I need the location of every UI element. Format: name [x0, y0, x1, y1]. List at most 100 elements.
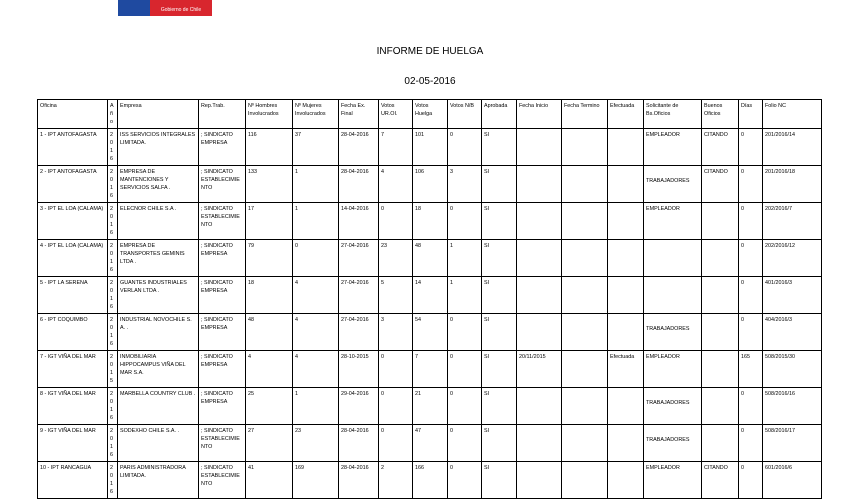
cell-text: 0 — [450, 465, 453, 471]
table-cell: 23 — [292, 424, 339, 462]
report-title: INFORME DE HUELGA — [376, 46, 484, 57]
cell-text: 1 - IPT ANTOFAGASTA — [40, 132, 97, 138]
cell-text: 0 — [381, 206, 384, 212]
cell-text: SI — [484, 206, 490, 212]
cell-text: 6 - IPT COQUIMBO — [40, 317, 88, 323]
table-cell: 2016 — [107, 165, 118, 203]
cell-text: CITANDO — [704, 465, 728, 471]
cell-text: 29-04-2016 — [341, 391, 369, 397]
cell-text: SI — [484, 317, 490, 323]
table-cell — [607, 276, 644, 314]
cell-text: 201/2016/14 — [765, 132, 795, 138]
table-cell — [516, 165, 562, 203]
table-cell: 3 - IPT EL LOA (CALAMA) — [37, 202, 108, 240]
cell-text: 8 - IGT VIÑA DEL MAR — [40, 391, 96, 397]
cell-text: 18 — [248, 280, 254, 286]
cell-text: 27-04-2016 — [341, 280, 369, 286]
cell-text: 4 — [381, 169, 384, 175]
cell-text: 0 — [450, 428, 453, 434]
cell-text: SI — [484, 169, 490, 175]
cell-text: 133 — [248, 169, 257, 175]
table-cell: ; SINDICATO ESTABLECIMIENTO — [198, 461, 246, 499]
report-date: 02-05-2016 — [404, 76, 456, 87]
table-cell: 201/2016/18 — [762, 165, 822, 203]
cell-text: 79 — [248, 243, 254, 249]
table-cell — [701, 202, 739, 240]
table-cell: 2016 — [107, 313, 118, 351]
cell-text: 0 — [741, 428, 744, 434]
cell-text: 54 — [415, 317, 421, 323]
cell-text: ELECNOR CHILE S.A . — [120, 206, 177, 212]
table-cell: 601/2016/6 — [762, 461, 822, 499]
table-cell: 41 — [245, 461, 293, 499]
table-cell: 5 — [378, 276, 413, 314]
table-cell: 3 — [447, 165, 482, 203]
table-cell: 0 — [738, 128, 763, 166]
table-cell: CITANDO — [701, 461, 739, 499]
table-cell: 0 — [447, 313, 482, 351]
table-cell: 21 — [412, 387, 448, 425]
cell-text: INMOBILIARIA HIPPOCAMPUS VIÑA DEL MAR S.… — [120, 354, 186, 376]
table-cell: 0 — [378, 424, 413, 462]
table-cell: 6 - IPT COQUIMBO — [37, 313, 108, 351]
table-cell: MARBELLA COUNTRY CLUB . — [117, 387, 199, 425]
cell-text: SI — [484, 465, 490, 471]
table-cell: SI — [481, 239, 517, 277]
column-header: Efectuada — [607, 99, 644, 129]
cell-text: 1 — [295, 206, 298, 212]
cell-text: 1 — [295, 169, 298, 175]
column-header: Nº Mujeres Involucrados — [292, 99, 339, 129]
table-cell: 404/2016/3 — [762, 313, 822, 351]
table-cell: 169 — [292, 461, 339, 499]
cell-text: 201/2016/18 — [765, 169, 795, 175]
table-cell — [701, 239, 739, 277]
table-cell: 1 — [292, 387, 339, 425]
cell-text: 3 - IPT EL LOA (CALAMA) — [40, 206, 104, 212]
table-cell: 2016 — [107, 461, 118, 499]
table-cell: EMPRESA DE MANTENCIONES Y SERVICIOS SALF… — [117, 165, 199, 203]
cell-text: 27-04-2016 — [341, 243, 369, 249]
table-cell: 0 — [738, 239, 763, 277]
table-cell — [561, 313, 608, 351]
column-header: Empresa — [117, 99, 199, 129]
table-cell: 133 — [245, 165, 293, 203]
table-cell: TRABAJADORES — [643, 424, 702, 462]
column-header: Votos Huelga — [412, 99, 448, 129]
cell-text: 48 — [415, 243, 421, 249]
table-row: 2 - IPT ANTOFAGASTA 2016 EMPRESA DE MANTEN… — [37, 165, 822, 203]
table-row: 7 - IGT VIÑA DEL MAR 2015 INMOBILIARIA HIP… — [37, 350, 822, 388]
cell-text: 1 — [450, 280, 453, 286]
table-cell: 1 — [447, 239, 482, 277]
column-header: Fecha Ex. Final — [338, 99, 379, 129]
table-cell: 0 — [378, 387, 413, 425]
table-cell: 2015 — [107, 350, 118, 388]
cell-text: 0 — [295, 243, 298, 249]
table-cell: SI — [481, 202, 517, 240]
cell-text: ; SINDICATO EMPRESA — [201, 391, 233, 405]
table-cell: 0 — [738, 424, 763, 462]
table-cell: 1 — [447, 276, 482, 314]
table-cell — [561, 128, 608, 166]
table-cell: SI — [481, 165, 517, 203]
table-cell: EMPLEADOR — [643, 202, 702, 240]
table-cell: EMPLEADOR — [643, 461, 702, 499]
cell-text: 5 — [381, 280, 384, 286]
cell-text: 1 — [450, 243, 453, 249]
cell-text: 0 — [741, 132, 744, 138]
cell-text: 0 — [741, 317, 744, 323]
cell-text: 27-04-2016 — [341, 317, 369, 323]
column-header: Días — [738, 99, 763, 129]
cell-text: 2016 — [110, 243, 113, 273]
cell-text: ; SINDICATO EMPRESA — [201, 280, 233, 294]
table-cell: 8 - IGT VIÑA DEL MAR — [37, 387, 108, 425]
cell-text: 0 — [381, 354, 384, 360]
cell-text: 0 — [450, 132, 453, 138]
table-cell: EMPRESA DE TRANSPORTES GEMINIS LTDA . — [117, 239, 199, 277]
table-cell: 0 — [292, 239, 339, 277]
table-cell — [607, 239, 644, 277]
table-cell: 18 — [412, 202, 448, 240]
table-cell: 0 — [447, 461, 482, 499]
cell-text: 0 — [741, 280, 744, 286]
cell-text: 0 — [741, 465, 744, 471]
column-header: Solicitante de Bs.Oficios — [643, 99, 702, 129]
